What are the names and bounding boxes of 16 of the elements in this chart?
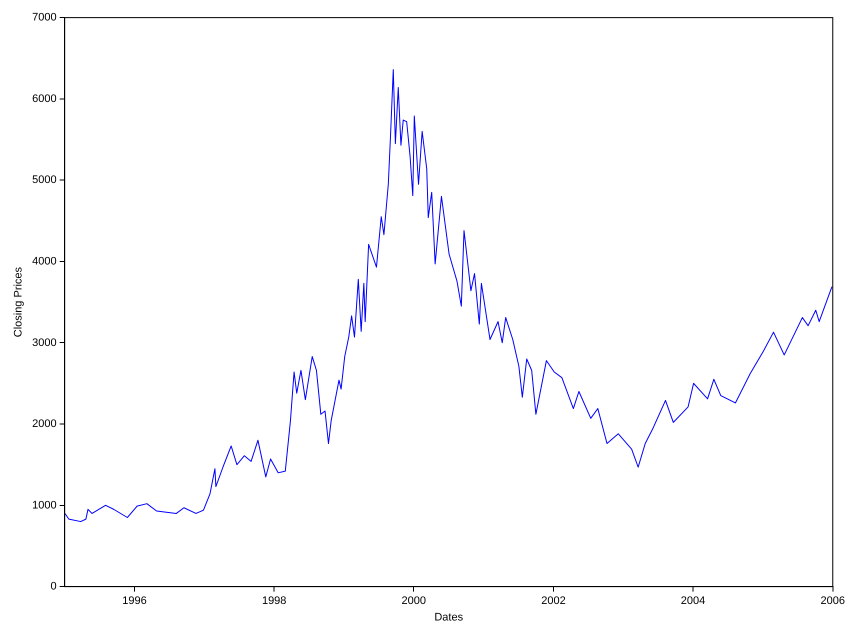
x-axis-title: Dates <box>434 611 464 624</box>
y-tick-label: 6000 <box>32 92 57 105</box>
y-tick-label: 5000 <box>32 174 57 186</box>
y-axis-title: Closing Prices <box>12 266 25 338</box>
y-tick-label: 2000 <box>32 418 57 430</box>
x-tick-label: 1996 <box>122 595 147 608</box>
y-tick-label: 3000 <box>32 336 57 349</box>
y-tick-label: 4000 <box>32 255 57 268</box>
x-tick-label: 2004 <box>680 595 706 608</box>
y-tick-label: 7000 <box>32 12 57 24</box>
y-tick-label: 0 <box>50 580 57 593</box>
x-tick-label: 2006 <box>820 595 846 608</box>
x-tick-label: 1998 <box>262 595 286 608</box>
y-tick-label: 1000 <box>32 499 57 512</box>
x-tick-label: 2000 <box>401 595 426 608</box>
x-tick-label: 2002 <box>541 595 566 608</box>
